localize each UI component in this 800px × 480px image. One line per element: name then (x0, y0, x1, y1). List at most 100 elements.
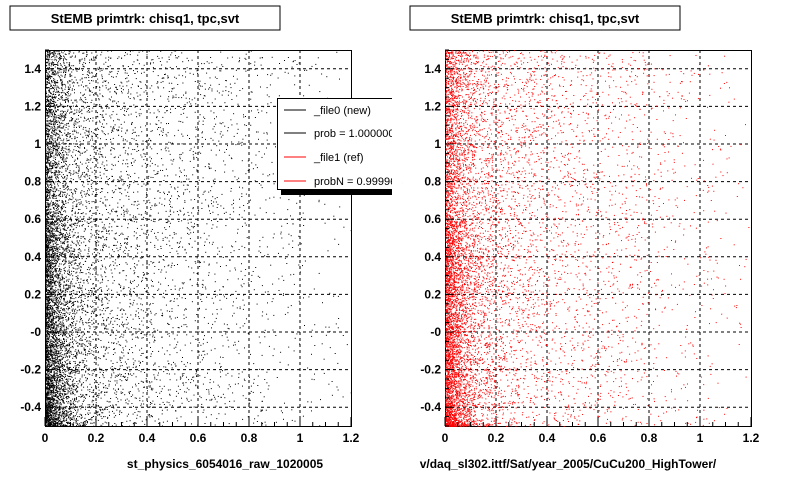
scatter-point (45, 150, 47, 151)
scatter-point (199, 260, 200, 262)
scatter-point (61, 341, 63, 343)
scatter-point (251, 162, 253, 164)
scatter-point (207, 102, 209, 104)
scatter-point (58, 335, 60, 337)
scatter-point (71, 89, 73, 91)
scatter-point (112, 410, 113, 412)
scatter-point (311, 329, 313, 331)
scatter-point (65, 415, 67, 417)
scatter-point (177, 186, 179, 188)
scatter-point (83, 101, 84, 103)
scatter-point (71, 325, 73, 327)
scatter-point (119, 411, 121, 413)
scatter-point (211, 88, 213, 90)
scatter-point (49, 142, 51, 144)
scatter-point (96, 412, 98, 414)
scatter-point (78, 295, 80, 297)
scatter-point (114, 244, 116, 246)
scatter-point (65, 248, 67, 250)
scatter-point (50, 161, 52, 163)
scatter-point (127, 191, 129, 193)
scatter-point (198, 88, 200, 90)
scatter-point (59, 310, 61, 312)
scatter-point (73, 201, 75, 202)
scatter-point (52, 301, 54, 303)
scatter-point (108, 346, 110, 348)
scatter-point (62, 122, 64, 124)
scatter-point (129, 98, 131, 99)
scatter-point (67, 367, 69, 369)
scatter-point (62, 319, 64, 321)
scatter-point (159, 197, 161, 199)
scatter-point (75, 227, 77, 229)
scatter-point (49, 362, 51, 364)
scatter-point (48, 250, 50, 252)
scatter-point (49, 302, 51, 304)
scatter-point (49, 401, 51, 403)
scatter-point (210, 110, 212, 112)
scatter-point (61, 297, 62, 299)
scatter-point (52, 360, 54, 362)
scatter-point (118, 344, 120, 346)
scatter-point (47, 361, 49, 363)
scatter-point (186, 387, 188, 389)
scatter-point (162, 164, 164, 166)
scatter-point (45, 230, 47, 232)
scatter-point (49, 416, 51, 418)
scatter-point (53, 182, 55, 184)
scatter-point (235, 290, 237, 292)
scatter-point (166, 401, 168, 403)
scatter-point (45, 287, 47, 289)
scatter-point (46, 99, 48, 101)
scatter-point (59, 268, 61, 269)
scatter-point (66, 418, 68, 420)
scatter-point (53, 142, 55, 144)
scatter-point (67, 105, 69, 107)
scatter-point (159, 192, 161, 193)
scatter-point (48, 53, 50, 55)
scatter-point (51, 365, 52, 367)
scatter-point (64, 184, 66, 186)
scatter-point (69, 133, 71, 134)
scatter-point (178, 214, 180, 216)
scatter-point (158, 269, 160, 270)
scatter-point (50, 147, 52, 148)
scatter-point (174, 285, 176, 287)
scatter-point (211, 62, 213, 64)
scatter-point (136, 417, 138, 419)
scatter-point (59, 330, 61, 332)
scatter-point (323, 358, 325, 360)
scatter-point (101, 324, 103, 326)
scatter-point (59, 370, 61, 372)
scatter-point (65, 66, 67, 68)
scatter-point (196, 170, 198, 172)
scatter-point (247, 160, 249, 162)
scatter-point (96, 94, 98, 96)
scatter-point (68, 351, 70, 353)
scatter-point (49, 113, 51, 115)
scatter-point (142, 352, 144, 354)
scatter-point (167, 333, 169, 335)
scatter-point (60, 104, 62, 106)
scatter-point (209, 379, 211, 381)
scatter-point (99, 156, 101, 158)
scatter-point (119, 176, 121, 178)
scatter-point (66, 422, 68, 424)
scatter-point (138, 213, 140, 215)
scatter-point (81, 414, 83, 416)
scatter-point (172, 95, 174, 97)
scatter-point (45, 226, 47, 227)
scatter-point (50, 292, 51, 294)
scatter-point (45, 131, 47, 133)
scatter-point (89, 348, 91, 350)
scatter-point (83, 191, 85, 193)
scatter-point (60, 190, 62, 192)
scatter-point (225, 80, 227, 81)
scatter-point (65, 219, 66, 221)
scatter-point (81, 173, 83, 175)
scatter-point (182, 287, 184, 289)
scatter-point (53, 377, 54, 379)
scatter-point (54, 253, 56, 255)
scatter-point (86, 311, 88, 313)
scatter-point (61, 214, 63, 216)
